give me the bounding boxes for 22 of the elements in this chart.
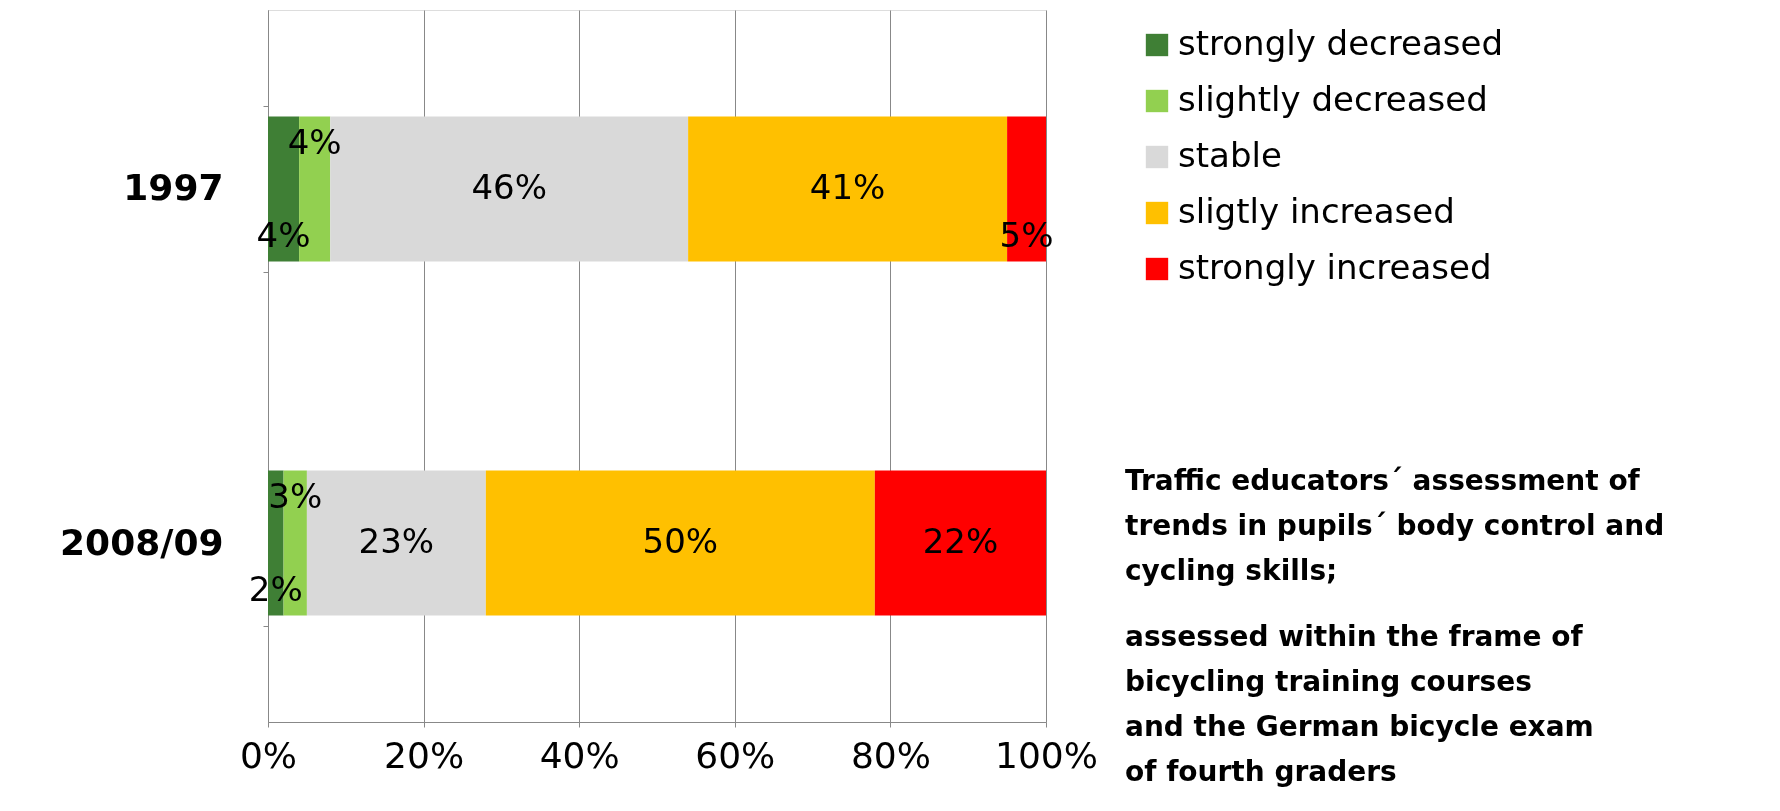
legend-label: strongly decreased (1178, 23, 1503, 63)
x-tick-label: 0% (239, 734, 298, 776)
x-tick-label: 20% (384, 734, 465, 776)
text: assessed within the frame of bicycling training courses and the German bicycle exam of fourth graders (1125, 620, 1594, 788)
data-label: 41% (809, 166, 886, 207)
data-label: 46% (471, 166, 547, 207)
data-label: 23% (358, 521, 435, 562)
legend-label: sligtly increased (1178, 191, 1455, 231)
bar (485, 470, 875, 616)
x-tick-label: 80% (850, 734, 931, 776)
x-tick-label: 60% (695, 734, 776, 776)
y-tick-label: 1997 (123, 167, 224, 209)
x-tick-label: 100% (995, 734, 1098, 776)
legend-label: slightly decreased (1178, 79, 1488, 119)
text: Traffic educators´ assessment of trends in pupils´ body control and cycling skills; (1125, 464, 1665, 587)
data-label: 22% (922, 521, 999, 562)
bar (874, 470, 1046, 616)
legend-label: stable (1178, 135, 1282, 175)
x-tick-label: 40% (539, 734, 620, 776)
legend-label: strongly increased (1178, 247, 1492, 287)
data-label: 50% (642, 521, 719, 562)
y-tick-label: 2008/09 (60, 521, 224, 563)
